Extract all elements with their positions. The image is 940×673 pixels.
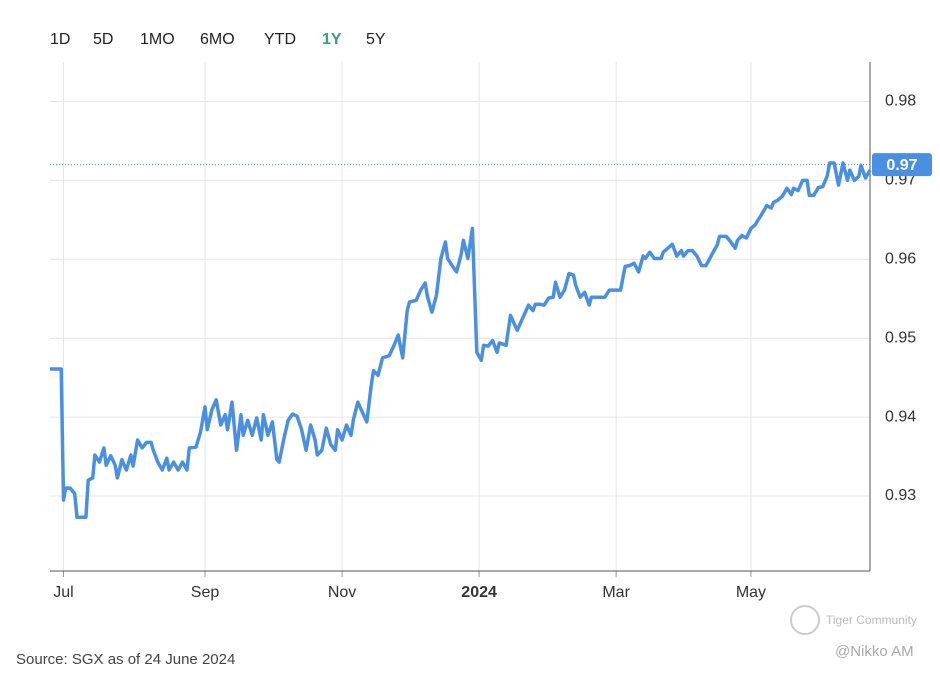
price-line [50,161,872,520]
y-tick-label: 0.98 [885,93,916,110]
range-tab[interactable]: 5Y [366,31,386,48]
y-tick-label: 0.94 [885,408,916,425]
x-tick-label: May [736,584,766,601]
x-tick-label: Jul [53,584,73,601]
x-tick-label: 2024 [461,584,497,601]
current-price-label: 0.97 [886,157,917,174]
range-tab[interactable]: 1Y [322,31,342,48]
x-tick-label: Nov [328,584,356,601]
credit: @Nikko AM [835,643,914,660]
y-tick-label: 0.95 [885,329,916,346]
x-tick-label: Mar [602,584,630,601]
watermark: Tiger Community [826,613,917,627]
y-tick-label: 0.93 [885,487,916,504]
watermark-logo [790,605,820,635]
y-tick-label: 0.96 [885,251,916,268]
current-price-box [872,153,932,177]
source-note: Source: SGX as of 24 June 2024 [16,651,235,668]
range-tab[interactable]: 1D [50,31,70,48]
range-tab[interactable]: 1MO [140,31,175,48]
range-tab[interactable]: 6MO [200,31,235,48]
range-tab[interactable]: YTD [264,31,296,48]
range-tab[interactable]: 5D [93,31,113,48]
x-tick-label: Sep [191,584,220,601]
